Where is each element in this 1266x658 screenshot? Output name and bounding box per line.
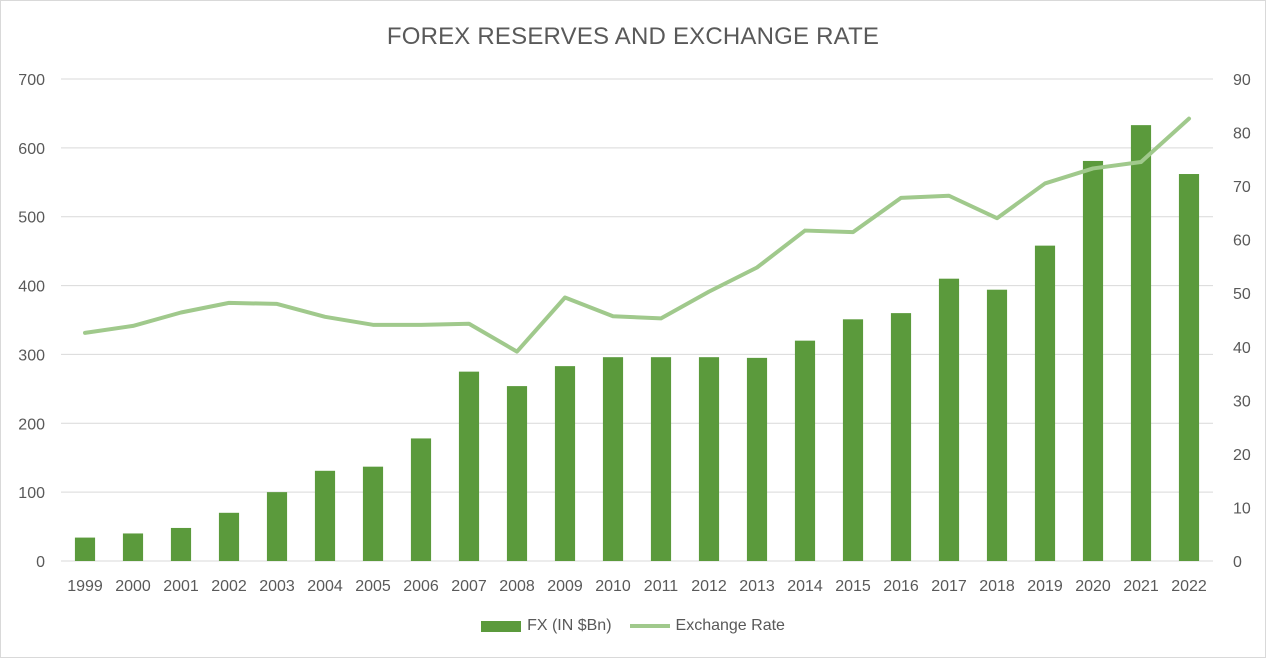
x-tick-label: 2016 <box>883 578 919 595</box>
x-tick-label: 2004 <box>307 578 343 595</box>
bar <box>362 466 384 561</box>
x-tick-label: 2001 <box>163 578 199 595</box>
bar <box>698 357 720 561</box>
legend-label-exchange-rate: Exchange Rate <box>675 617 785 634</box>
x-tick-label: 2003 <box>259 578 295 595</box>
x-tick-label: 2014 <box>787 578 823 595</box>
legend-item-fx: FX (IN $Bn) <box>481 617 612 635</box>
x-tick-label: 2009 <box>547 578 583 595</box>
bar <box>1034 245 1056 562</box>
x-tick-label: 2018 <box>979 578 1015 595</box>
bar <box>74 537 96 561</box>
x-tick-label: 2012 <box>691 578 727 595</box>
x-tick-label: 2002 <box>211 578 247 595</box>
x-tick-label: 2019 <box>1027 578 1063 595</box>
y-tick-label: 200 <box>18 416 45 433</box>
y2-tick-label: 10 <box>1233 500 1251 517</box>
bar <box>314 470 336 561</box>
y-tick-label: 300 <box>18 347 45 364</box>
bar <box>506 386 528 561</box>
bar <box>1082 160 1104 561</box>
x-tick-label: 1999 <box>67 578 103 595</box>
x-tick-label: 2005 <box>355 578 391 595</box>
y2-tick-label: 60 <box>1233 233 1251 250</box>
bar <box>458 371 480 561</box>
bar <box>842 319 864 561</box>
y2-tick-label: 0 <box>1233 554 1242 571</box>
legend: FX (IN $Bn) Exchange Rate <box>1 617 1265 635</box>
bar <box>746 357 768 561</box>
legend-item-exchange-rate: Exchange Rate <box>629 617 785 635</box>
y2-tick-label: 50 <box>1233 286 1251 303</box>
y-tick-label: 500 <box>18 210 45 227</box>
y2-tick-label: 80 <box>1233 126 1251 143</box>
y-tick-label: 700 <box>18 72 45 89</box>
x-tick-label: 2011 <box>644 578 679 595</box>
y-tick-label: 400 <box>18 279 45 296</box>
x-tick-label: 2015 <box>835 578 871 595</box>
bar <box>602 357 624 561</box>
legend-label-fx: FX (IN $Bn) <box>527 617 612 634</box>
bar <box>266 492 288 561</box>
x-tick-label: 2021 <box>1123 578 1159 595</box>
x-tick-label: 2000 <box>115 578 151 595</box>
x-tick-label: 2022 <box>1171 578 1207 595</box>
chart-title: FOREX RESERVES AND EXCHANGE RATE <box>386 23 880 50</box>
y2-tick-label: 20 <box>1233 447 1251 464</box>
y-tick-label: 0 <box>36 554 45 571</box>
bar <box>1178 174 1200 561</box>
bar <box>170 527 192 561</box>
bar <box>122 533 144 561</box>
y-tick-label: 100 <box>18 485 45 502</box>
bar <box>986 289 1008 561</box>
exchange-rate-line <box>83 116 1191 354</box>
x-tick-label: 2017 <box>931 578 967 595</box>
x-tick-label: 2008 <box>499 578 535 595</box>
bar <box>794 340 816 561</box>
legend-swatch-line <box>629 624 670 628</box>
bar <box>218 512 240 561</box>
x-tick-label: 2013 <box>739 578 775 595</box>
bar <box>650 357 672 561</box>
bar <box>554 366 576 561</box>
bar <box>938 278 960 561</box>
x-tick-label: 2010 <box>595 578 631 595</box>
bar <box>890 313 912 561</box>
bar <box>410 438 432 561</box>
x-tick-label: 2007 <box>451 578 487 595</box>
bar <box>1130 125 1152 562</box>
y2-tick-label: 70 <box>1233 179 1251 196</box>
y-tick-label: 600 <box>18 141 45 158</box>
y2-tick-label: 40 <box>1233 340 1251 357</box>
y2-tick-label: 90 <box>1233 72 1251 89</box>
x-tick-label: 2006 <box>403 578 439 595</box>
legend-swatch-bar <box>481 620 522 632</box>
x-tick-label: 2020 <box>1075 578 1111 595</box>
y2-tick-label: 30 <box>1233 393 1251 410</box>
